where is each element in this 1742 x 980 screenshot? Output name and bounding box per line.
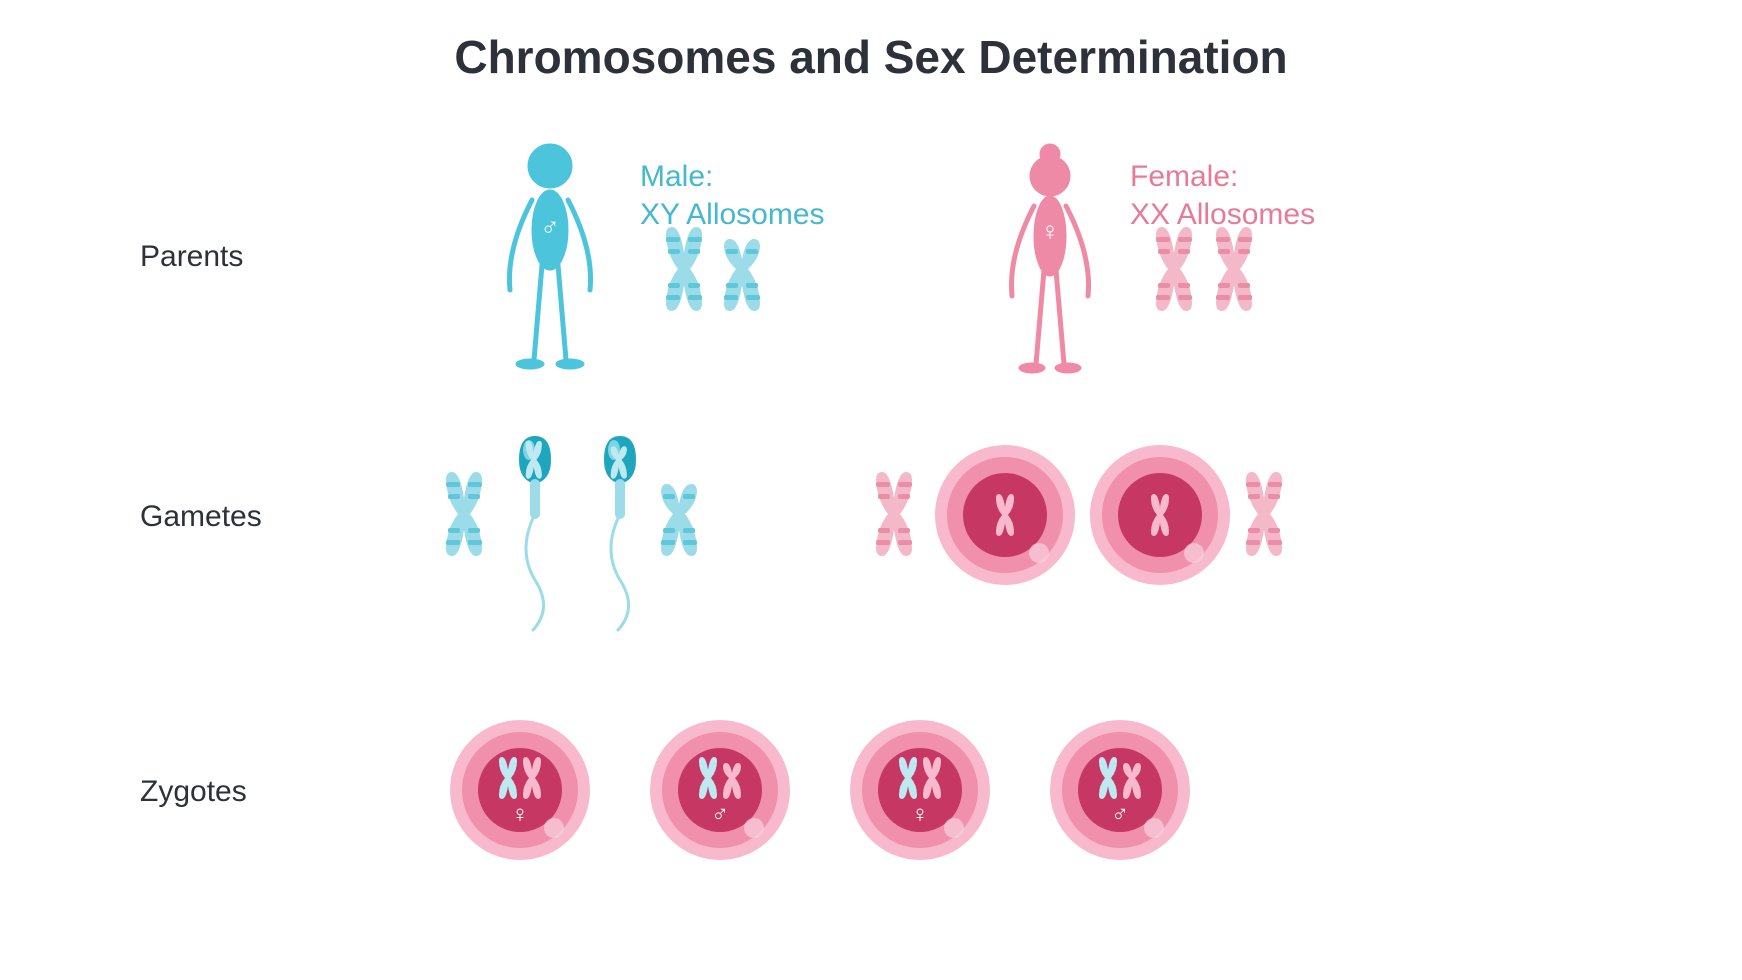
zygote-4: ♂ bbox=[1050, 720, 1190, 860]
female-gamete-chrom-x1 bbox=[876, 472, 912, 556]
zygote-1-symbol: ♀ bbox=[511, 801, 529, 828]
egg-1 bbox=[935, 445, 1075, 585]
zygote-1: ♀ bbox=[450, 720, 590, 860]
female-symbol-icon: ♀ bbox=[1040, 216, 1060, 246]
sperm-2 bbox=[604, 436, 636, 630]
diagram-svg: ♂ ♀ bbox=[0, 0, 1742, 980]
zygote-2: ♂ bbox=[650, 720, 790, 860]
male-parent-chrom-y bbox=[724, 239, 760, 311]
male-gamete-chrom-y bbox=[661, 484, 697, 556]
infographic-root: Chromosomes and Sex Determination Parent… bbox=[0, 0, 1742, 980]
male-parent-chrom-x bbox=[666, 227, 702, 311]
egg-2 bbox=[1090, 445, 1230, 585]
sperm-1 bbox=[519, 436, 551, 630]
zygote-2-symbol: ♂ bbox=[711, 801, 729, 828]
female-parent-chrom-x2 bbox=[1216, 227, 1252, 311]
male-symbol-icon: ♂ bbox=[540, 212, 560, 242]
male-figure: ♂ bbox=[509, 144, 590, 369]
zygote-3: ♀ bbox=[850, 720, 990, 860]
female-parent-chrom-x1 bbox=[1156, 227, 1192, 311]
female-figure: ♀ bbox=[1011, 144, 1088, 373]
zygote-3-symbol: ♀ bbox=[911, 801, 929, 828]
male-gamete-chrom-x bbox=[446, 472, 482, 556]
female-gamete-chrom-x2 bbox=[1246, 472, 1282, 556]
zygote-4-symbol: ♂ bbox=[1111, 801, 1129, 828]
